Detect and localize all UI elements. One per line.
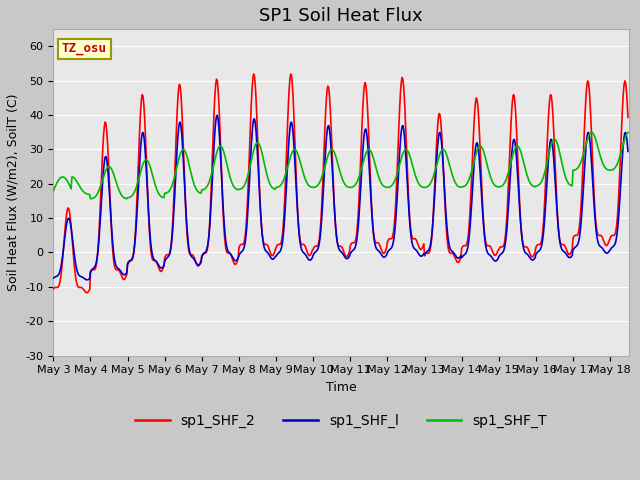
X-axis label: Time: Time bbox=[326, 381, 356, 394]
Text: TZ_osu: TZ_osu bbox=[62, 42, 107, 55]
Title: SP1 Soil Heat Flux: SP1 Soil Heat Flux bbox=[259, 7, 423, 25]
Y-axis label: Soil Heat Flux (W/m2), SoilT (C): Soil Heat Flux (W/m2), SoilT (C) bbox=[7, 94, 20, 291]
Legend: sp1_SHF_2, sp1_SHF_l, sp1_SHF_T: sp1_SHF_2, sp1_SHF_l, sp1_SHF_T bbox=[129, 408, 553, 433]
